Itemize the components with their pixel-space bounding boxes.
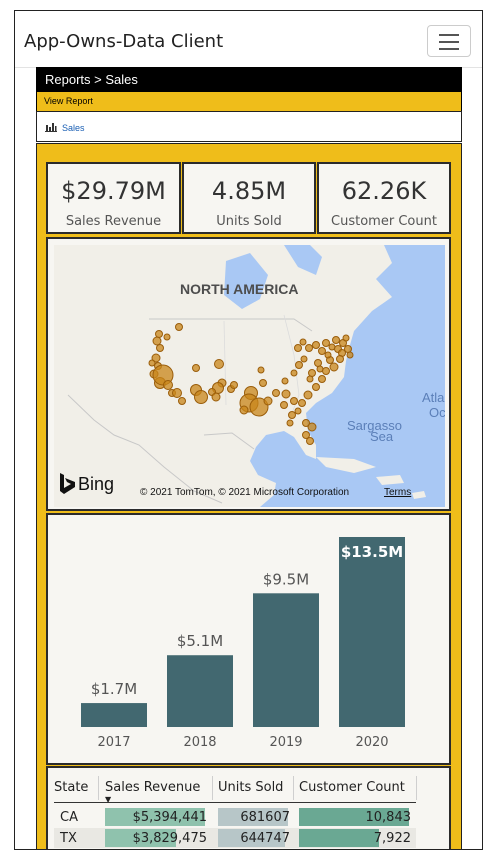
sales-by-state-table[interactable]: State Sales Revenue Units Sold Customer …: [46, 766, 451, 849]
data-bar: [299, 808, 409, 826]
sales-map-visual[interactable]: NORTH AMERICA Sargasso Sea Atla Oc: [46, 237, 451, 511]
bing-logo: Bing: [60, 473, 114, 494]
hamburger-icon-line: [439, 48, 459, 50]
kpi-card-sales-revenue[interactable]: $29.79M Sales Revenue: [46, 162, 181, 234]
brand-link[interactable]: App-Owns-Data Client: [24, 31, 224, 52]
column-header-sales-revenue[interactable]: Sales Revenue: [105, 780, 201, 795]
x-tick-label: 2020: [355, 735, 388, 750]
hamburger-icon-line: [439, 34, 459, 36]
data-bar: [218, 808, 288, 826]
header-divider: [416, 776, 417, 800]
map-ocean-label: Sargasso: [347, 418, 402, 433]
cell-state: TX: [60, 831, 77, 846]
kpi-card-units-sold[interactable]: 4.85M Units Sold: [182, 162, 316, 234]
sales-by-year-chart[interactable]: $1.7M 2017 $5.1M 2018 $9.5M 2019 $13.5M 2020: [46, 513, 451, 765]
browser-viewport: App-Owns-Data Client Reports > Sales Vie…: [14, 10, 483, 850]
map-bubbles: [148, 323, 354, 445]
kpi-caption: Customer Count: [331, 214, 437, 229]
header-divider: [293, 776, 294, 800]
bar-2020[interactable]: [339, 537, 405, 727]
x-tick-label: 2018: [183, 735, 216, 750]
kpi-card-customer-count[interactable]: 62.26K Customer Count: [317, 162, 451, 234]
column-header-state[interactable]: State: [54, 780, 89, 795]
x-tick-label: 2017: [97, 735, 130, 750]
data-label-2017: $1.7M: [91, 680, 137, 698]
report-link-sales[interactable]: Sales: [36, 111, 462, 142]
bar-2017[interactable]: [81, 703, 147, 727]
breadcrumb: Reports > Sales: [36, 67, 462, 92]
kpi-value: $29.79M: [61, 177, 166, 205]
data-bar: [218, 829, 285, 847]
x-tick-label: 2019: [269, 735, 302, 750]
bar-2018[interactable]: [167, 655, 233, 727]
bar-chart: $1.7M 2017 $5.1M 2018 $9.5M 2019 $13.5M 2020: [81, 537, 405, 750]
bing-map[interactable]: NORTH AMERICA Sargasso Sea Atla Oc: [54, 245, 445, 507]
table-row[interactable]: CA $5,394,441 681607 10,843: [54, 807, 416, 827]
cell-value: 681607: [240, 810, 290, 825]
data-bar: [105, 808, 205, 826]
map-ocean-label: Oc: [429, 405, 445, 420]
map-ocean-label: Atla: [422, 390, 445, 405]
cell-value: 10,843: [365, 810, 412, 825]
table-row[interactable]: TX $3,829,475 644747 7,922: [54, 828, 416, 848]
hamburger-menu-button[interactable]: [427, 25, 471, 57]
cell-value: $5,394,441: [132, 810, 207, 825]
kpi-value: 62.26K: [341, 177, 427, 205]
table-grid: State Sales Revenue Units Sold Customer …: [54, 772, 444, 849]
column-header-customer-count[interactable]: Customer Count: [299, 780, 405, 795]
data-bar: [299, 829, 379, 847]
sort-descending-icon: ▼: [105, 795, 112, 804]
cell-value: $3,829,475: [132, 831, 207, 846]
embedded-report: $29.79M Sales Revenue 4.85M Units Sold 6…: [36, 143, 462, 849]
cell-state: CA: [60, 810, 78, 825]
kpi-caption: Sales Revenue: [65, 214, 162, 229]
header-divider: [98, 776, 99, 800]
view-report-label: View Report: [36, 92, 462, 111]
cell-value: 7,922: [373, 831, 411, 846]
data-label-2018: $5.1M: [177, 632, 223, 650]
data-label-2019: $9.5M: [263, 570, 309, 588]
data-bar: [105, 829, 176, 847]
kpi-caption: Units Sold: [216, 214, 282, 229]
map-region-label: NORTH AMERICA: [180, 281, 298, 297]
header-underline: [54, 802, 416, 803]
bar-2019[interactable]: [253, 593, 319, 727]
header-divider: [212, 776, 213, 800]
data-label-2020: $13.5M: [341, 543, 403, 561]
bar-chart-icon: [45, 123, 57, 132]
cell-value: 644747: [240, 831, 290, 846]
map-copyright: © 2021 TomTom, © 2021 Microsoft Corporat…: [140, 487, 349, 498]
kpi-value: 4.85M: [211, 177, 287, 205]
hamburger-icon-line: [439, 41, 459, 43]
report-link-label: Sales: [62, 123, 85, 133]
map-ocean-label: Sea: [370, 429, 394, 444]
map-terms-link[interactable]: Terms: [384, 487, 411, 498]
column-header-units-sold[interactable]: Units Sold: [218, 780, 284, 795]
bing-logo-text: Bing: [78, 474, 114, 494]
navbar: App-Owns-Data Client: [15, 11, 482, 68]
